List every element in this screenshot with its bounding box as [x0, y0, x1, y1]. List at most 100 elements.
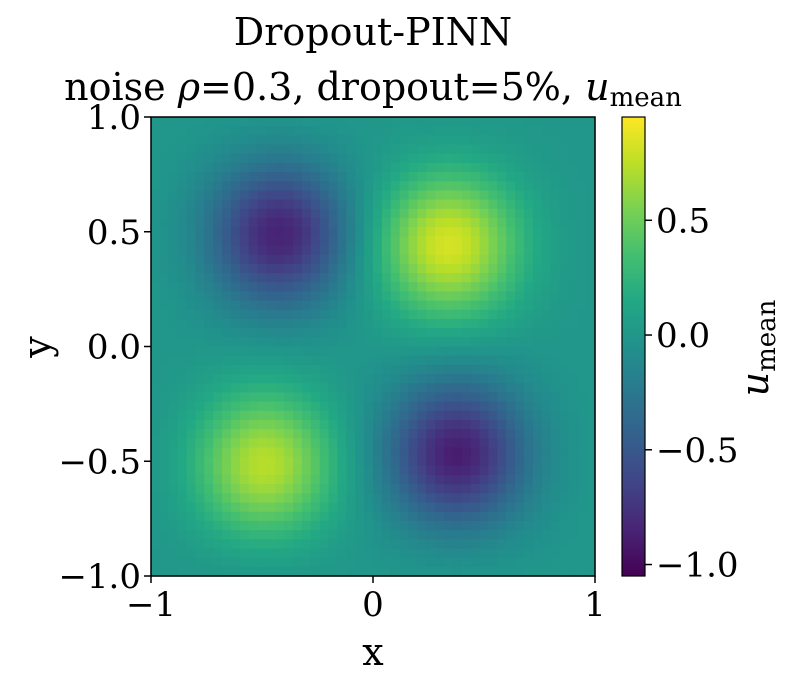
heatmap-cell	[168, 520, 179, 531]
heatmap-cell	[541, 236, 552, 247]
heatmap-cell	[319, 144, 330, 155]
heatmap-cell	[541, 153, 552, 164]
heatmap-cell	[328, 254, 339, 265]
heatmap-cell	[488, 548, 498, 559]
heatmap-cell	[417, 530, 427, 540]
heatmap-cell	[195, 520, 205, 531]
heatmap-cell	[577, 502, 587, 513]
heatmap-cell	[506, 190, 516, 201]
heatmap-cell	[373, 465, 383, 476]
heatmap-cell	[408, 392, 418, 403]
heatmap-cell	[444, 309, 454, 320]
heatmap-cell	[515, 566, 525, 577]
heatmap-cell	[559, 566, 569, 577]
heatmap-cell	[559, 318, 569, 329]
heatmap-cell	[399, 181, 410, 192]
heatmap-cell	[461, 465, 472, 476]
heatmap-cell	[523, 566, 534, 577]
heatmap-cell	[319, 429, 330, 439]
heatmap-cell	[426, 217, 436, 228]
heatmap-cell	[515, 410, 525, 421]
heatmap-cell	[177, 511, 188, 522]
heatmap-cell	[266, 236, 276, 247]
heatmap-cell	[195, 337, 205, 348]
heatmap-cell	[444, 419, 454, 430]
heatmap-cell	[151, 162, 161, 173]
heatmap-cell	[515, 309, 525, 320]
heatmap-cell	[470, 172, 481, 182]
heatmap-cell	[470, 346, 481, 357]
heatmap-cell	[213, 392, 223, 403]
heatmap-cell	[523, 263, 534, 274]
heatmap-cell	[301, 484, 312, 494]
heatmap-cell	[151, 392, 161, 403]
heatmap-cell	[310, 181, 321, 192]
heatmap-cell	[559, 539, 569, 550]
heatmap-cell	[373, 181, 383, 192]
heatmap-cell	[550, 282, 561, 293]
heatmap-cell	[204, 263, 214, 274]
heatmap-cell	[364, 263, 374, 274]
heatmap-cell	[213, 245, 223, 256]
heatmap-cell	[204, 273, 214, 283]
heatmap-cell	[488, 566, 498, 577]
heatmap-cell	[301, 346, 312, 357]
heatmap-cell	[168, 245, 179, 256]
heatmap-cell	[435, 291, 445, 302]
heatmap-cell	[586, 548, 596, 559]
heatmap-cell	[550, 456, 561, 467]
heatmap-cell	[390, 236, 401, 247]
heatmap-cell	[506, 456, 516, 467]
heatmap-cell	[426, 364, 436, 375]
heatmap-cell	[577, 539, 587, 550]
heatmap-cell	[195, 410, 205, 421]
heatmap-cell	[523, 190, 534, 201]
heatmap-cell	[577, 236, 587, 247]
heatmap-cell	[355, 190, 365, 201]
heatmap-cell	[452, 566, 463, 577]
heatmap-cell	[488, 135, 498, 146]
heatmap-cell	[204, 447, 214, 458]
heatmap-cell	[559, 144, 569, 155]
heatmap-cell	[399, 190, 410, 201]
heatmap-cell	[222, 539, 232, 550]
heatmap-cell	[151, 346, 161, 357]
heatmap-cell	[559, 208, 569, 219]
heatmap-cell	[328, 419, 339, 430]
heatmap-cell	[257, 227, 268, 237]
heatmap-cell	[373, 126, 383, 136]
heatmap-cell	[177, 254, 188, 265]
heatmap-cell	[310, 493, 321, 504]
heatmap-cell	[248, 401, 259, 412]
heatmap-cell	[390, 346, 401, 357]
heatmap-cell	[337, 429, 347, 439]
heatmap-cell	[541, 263, 552, 274]
heatmap-cell	[577, 273, 587, 283]
heatmap-cell	[230, 539, 241, 550]
heatmap-cell	[168, 364, 179, 375]
heatmap-cell	[559, 217, 569, 228]
heatmap-cell	[186, 217, 196, 228]
heatmap-cell	[204, 355, 214, 366]
heatmap-cell	[230, 181, 241, 192]
heatmap-cell	[230, 374, 241, 384]
heatmap-cell	[257, 374, 268, 384]
heatmap-cell	[230, 199, 241, 210]
heatmap-cell	[213, 447, 223, 458]
heatmap-cell	[381, 401, 392, 412]
heatmap-cell	[195, 548, 205, 559]
heatmap-cell	[373, 502, 383, 513]
heatmap-cell	[159, 135, 170, 146]
heatmap-cell	[435, 153, 445, 164]
heatmap-cell	[452, 309, 463, 320]
heatmap-cell	[523, 117, 534, 127]
heatmap-cell	[408, 309, 418, 320]
heatmap-cell	[532, 217, 543, 228]
heatmap-cell	[506, 383, 516, 393]
heatmap-cell	[452, 465, 463, 476]
heatmap-cell	[284, 153, 294, 164]
heatmap-cell	[159, 383, 170, 393]
heatmap-cell	[399, 199, 410, 210]
colorbar-label: umean	[733, 299, 782, 396]
heatmap-cell	[284, 337, 294, 348]
